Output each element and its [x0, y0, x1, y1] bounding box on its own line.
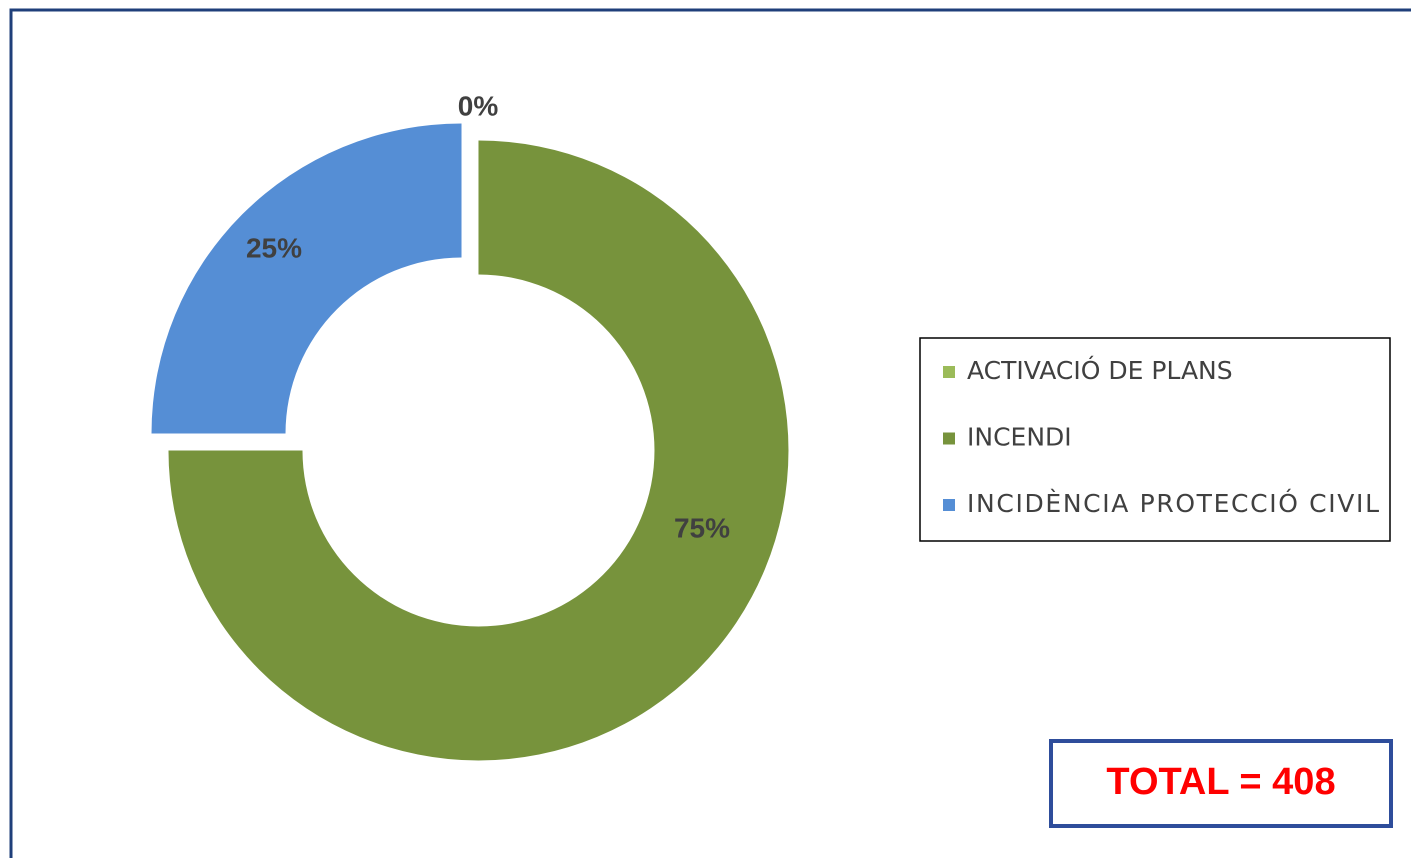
- donut-slice: [151, 123, 462, 434]
- data-label: 0%: [458, 90, 499, 121]
- data-label: 25%: [246, 232, 302, 263]
- donut-slice: [168, 140, 789, 761]
- legend-label: INCENDI: [967, 423, 1072, 452]
- data-label: 75%: [674, 512, 730, 543]
- total-annotation: TOTAL = 408: [1106, 761, 1335, 803]
- legend-swatch: [943, 366, 955, 378]
- total-box: [1049, 739, 1393, 828]
- legend-label: ACTIVACIÓ DE PLANS: [967, 355, 1233, 385]
- legend-box: [919, 337, 1391, 542]
- legend-label: INCIDÈNCIA PROTECCIÓ CIVIL: [967, 488, 1379, 518]
- legend-swatch: [943, 499, 955, 511]
- legend-swatch: [943, 432, 955, 445]
